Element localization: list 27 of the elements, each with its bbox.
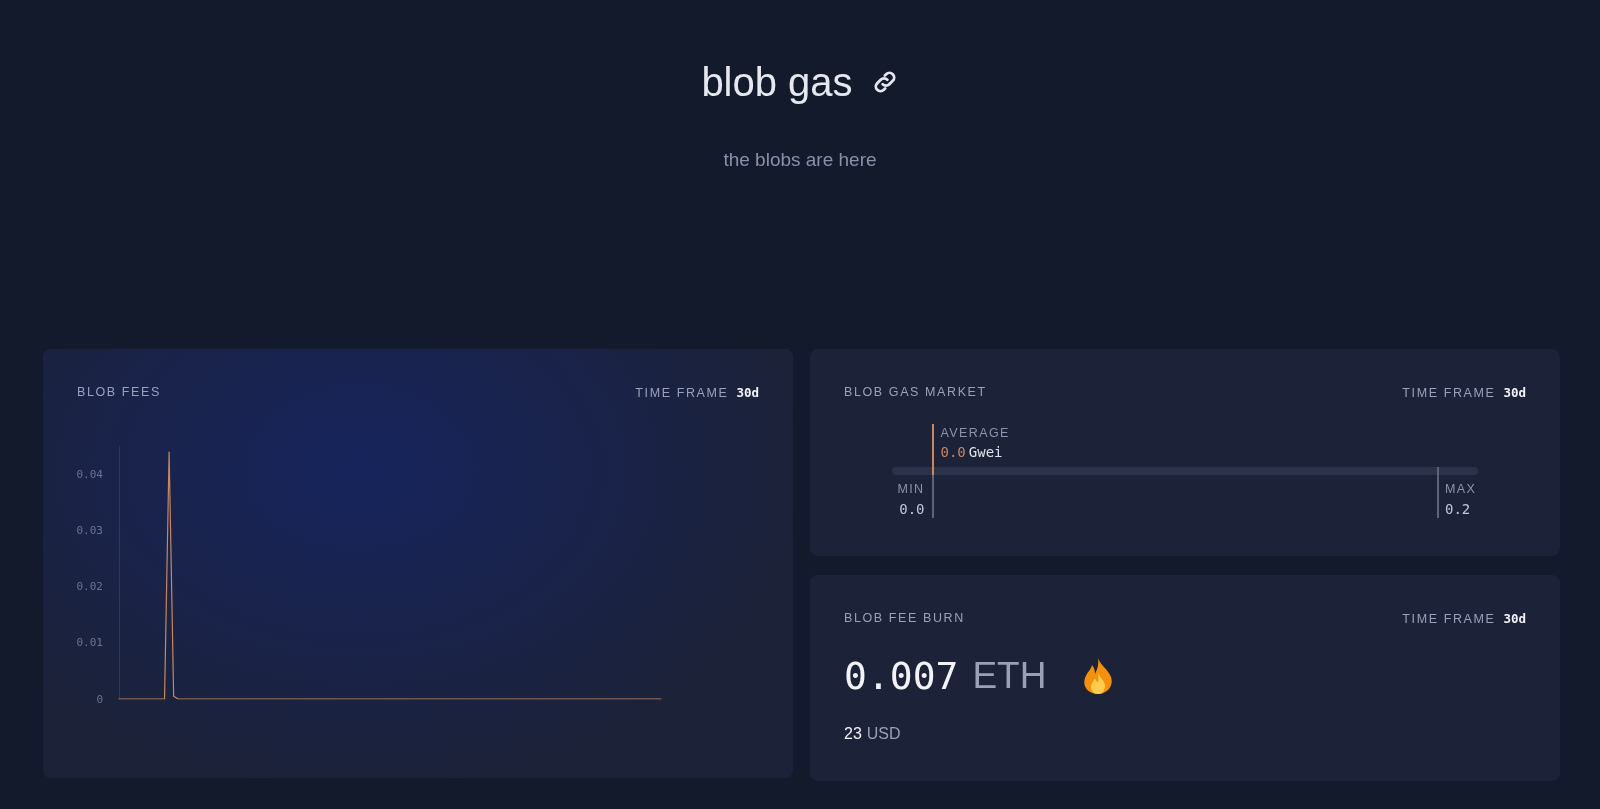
y-tick-label: 0.04: [76, 468, 104, 482]
text: 30d: [736, 385, 759, 400]
category-label: ETH: [972, 655, 1047, 697]
text: TIME FRAME: [1402, 612, 1496, 626]
text: TIME FRAME: [1402, 386, 1496, 400]
category-label: MAX: [1445, 482, 1477, 496]
chart-title: BLOB FEES: [77, 385, 161, 399]
category-label: USD: [866, 725, 901, 742]
category-label: AVERAGE: [940, 426, 1010, 440]
y-tick-label: 0.01: [76, 636, 103, 650]
text: BLOB FEE BURN: [844, 611, 965, 625]
text: 30d: [1503, 611, 1526, 626]
text: blob gas: [701, 59, 853, 106]
data-label: 23: [844, 725, 862, 742]
text: Gwei: [968, 444, 1003, 460]
data-label: 0.007: [844, 654, 959, 698]
data-label: 0.0: [940, 444, 966, 460]
text: the blobs are here: [723, 149, 877, 170]
y-tick-label: 0.02: [76, 580, 103, 594]
y-tick-label: 0.03: [76, 524, 103, 538]
data-label: 0.0: [899, 501, 925, 517]
category-label: MIN: [897, 482, 925, 496]
text: BLOB GAS MARKET: [844, 385, 987, 399]
y-tick-label: 0: [96, 692, 103, 706]
text: TIME FRAME: [635, 386, 729, 400]
text: 30d: [1503, 385, 1526, 400]
data-label: 0.2: [1445, 501, 1471, 517]
